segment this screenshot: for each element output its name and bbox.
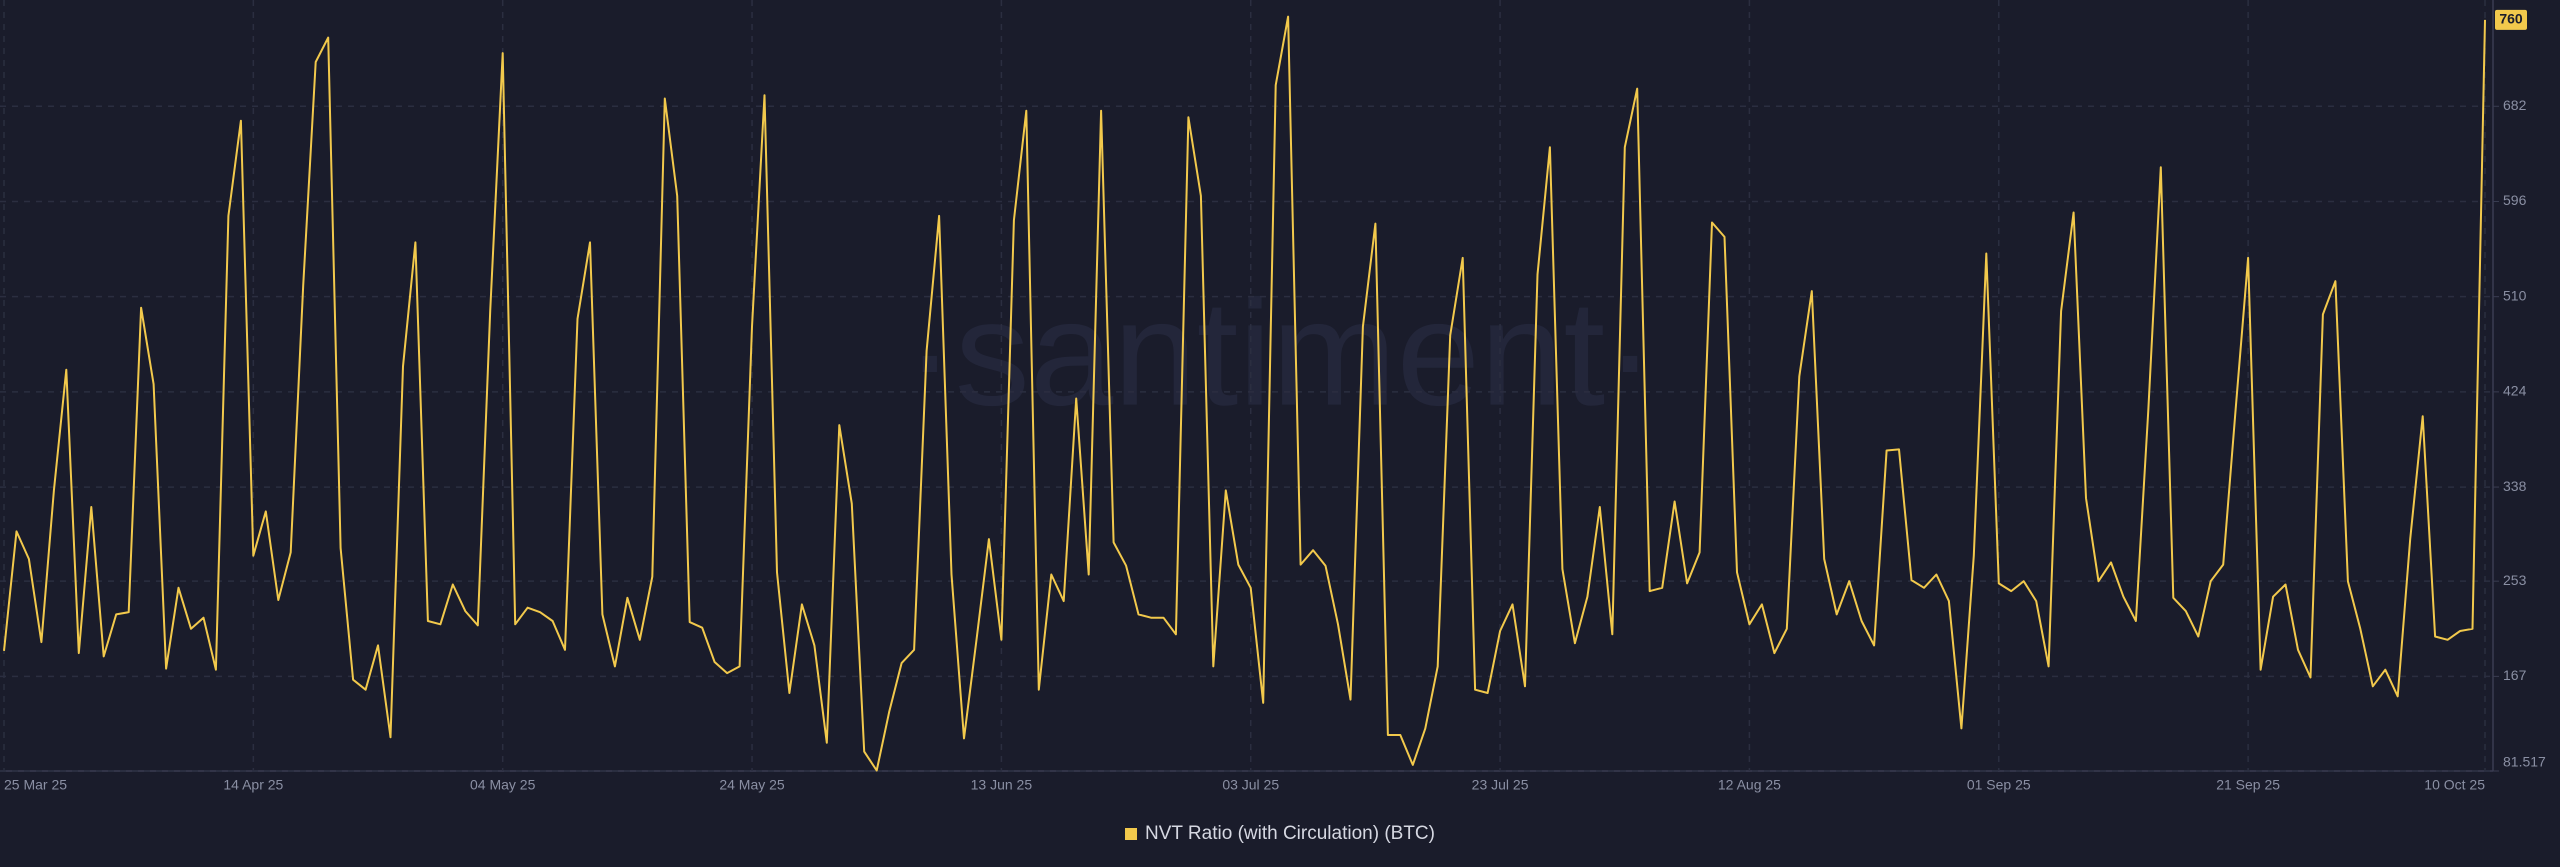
y-tick-label: 424 [2503, 383, 2527, 399]
x-tick-label: 23 Jul 25 [1472, 777, 1529, 793]
x-tick-label: 14 Apr 25 [223, 777, 283, 793]
y-tick-label: 338 [2503, 478, 2527, 494]
legend-swatch [1125, 828, 1138, 840]
last-value-badge [2495, 9, 2527, 30]
x-tick-label: 24 May 25 [719, 777, 785, 793]
x-tick-label: 13 Jun 25 [971, 777, 1033, 793]
y-tick-label: 596 [2503, 192, 2527, 208]
y-tick-label: 81.517 [2503, 754, 2546, 770]
x-tick-label: 10 Oct 25 [2424, 777, 2485, 793]
legend-label: NVT Ratio (with Circulation) (BTC) [1145, 823, 1435, 844]
x-tick-label: 04 May 25 [470, 777, 536, 793]
y-tick-label: 167 [2503, 667, 2527, 683]
x-tick-label: 01 Sep 25 [1967, 777, 2031, 793]
last-value-label: 760 [2499, 11, 2523, 27]
x-tick-label: 21 Sep 25 [2216, 777, 2280, 793]
y-tick-label: 510 [2503, 287, 2527, 303]
x-tick-label: 03 Jul 25 [1222, 777, 1279, 793]
data-line [3, 15, 2486, 772]
legend: NVT Ratio (with Circulation) (BTC) [1125, 823, 1435, 844]
y-tick-label: 253 [2503, 572, 2527, 588]
y-tick-label: 682 [2503, 97, 2527, 113]
watermark: ·santiment· [905, 269, 1655, 437]
x-tick-label: 12 Aug 25 [1718, 777, 1781, 793]
x-tick-label: 25 Mar 25 [4, 777, 67, 793]
